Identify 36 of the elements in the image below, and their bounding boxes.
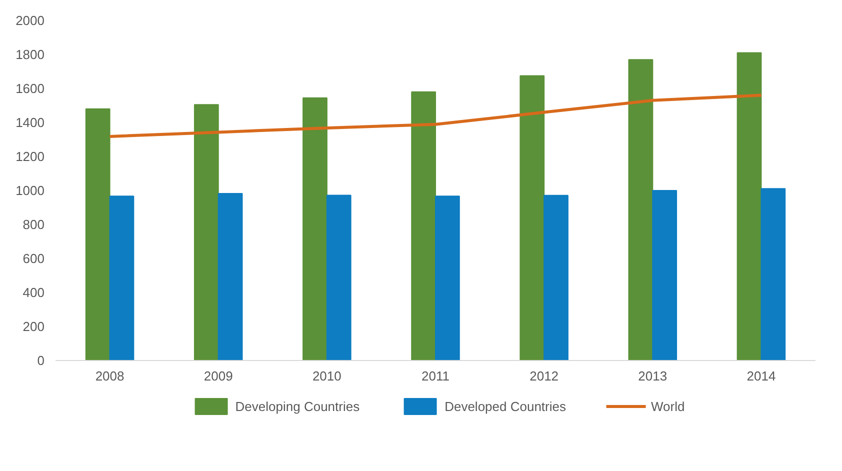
- x-tick-label: 2013: [638, 368, 668, 384]
- bar: [85, 108, 110, 360]
- bar: [760, 188, 786, 360]
- bar: [652, 190, 678, 360]
- y-tick-label: 1400: [16, 115, 44, 130]
- x-tick-label: 2009: [204, 368, 233, 384]
- bar: [326, 194, 352, 360]
- y-tick-label: 0: [37, 353, 45, 368]
- bar: [411, 91, 436, 360]
- x-tick-label: 2012: [530, 368, 559, 384]
- bar: [736, 52, 762, 360]
- x-tick-label: 2011: [422, 368, 450, 384]
- bar: [302, 97, 328, 360]
- y-tick-label: 2000: [16, 13, 44, 28]
- bar: [194, 104, 219, 360]
- bar: [520, 75, 545, 360]
- y-tick-label: 400: [22, 285, 45, 300]
- y-tick-label: 1600: [16, 81, 44, 96]
- x-tick-label: 2008: [95, 368, 124, 384]
- bar: [628, 59, 654, 360]
- y-tick-label: 1200: [16, 149, 44, 164]
- legend-label: Developing Countries: [235, 398, 360, 414]
- x-tick-label: 2014: [746, 368, 776, 384]
- y-tick-label: 1800: [16, 47, 44, 62]
- y-tick-label: 1000: [16, 183, 44, 198]
- y-tick-label: 800: [22, 217, 45, 232]
- bar: [544, 194, 568, 360]
- y-tick-label: 200: [22, 319, 45, 334]
- line-series: [108, 94, 763, 138]
- bar: [218, 193, 243, 360]
- bar: [109, 196, 134, 360]
- legend-label: World: [650, 398, 685, 414]
- y-tick-label: 600: [22, 251, 45, 266]
- bar: [435, 196, 460, 360]
- x-tick-label: 2010: [312, 368, 342, 384]
- legend-label: Developed Countries: [444, 398, 566, 414]
